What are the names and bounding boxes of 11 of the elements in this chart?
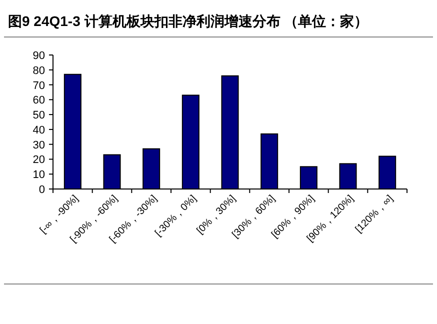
y-tick-label: 80 — [32, 64, 45, 77]
y-tick-label: 30 — [32, 139, 45, 152]
y-tick-label: 70 — [32, 80, 45, 92]
y-tick-label: 90 — [32, 50, 45, 62]
y-tick-label: 50 — [32, 110, 45, 122]
y-tick-label: 40 — [32, 124, 45, 136]
y-tick-label: 0 — [38, 184, 45, 196]
y-tick-label: 60 — [32, 94, 45, 107]
y-tick-label: 10 — [32, 169, 45, 182]
chart-title: 图9 24Q1-3 计算机板块扣非净利润增速分布 （单位：家） — [8, 13, 368, 29]
y-tick-label: 20 — [32, 154, 45, 166]
